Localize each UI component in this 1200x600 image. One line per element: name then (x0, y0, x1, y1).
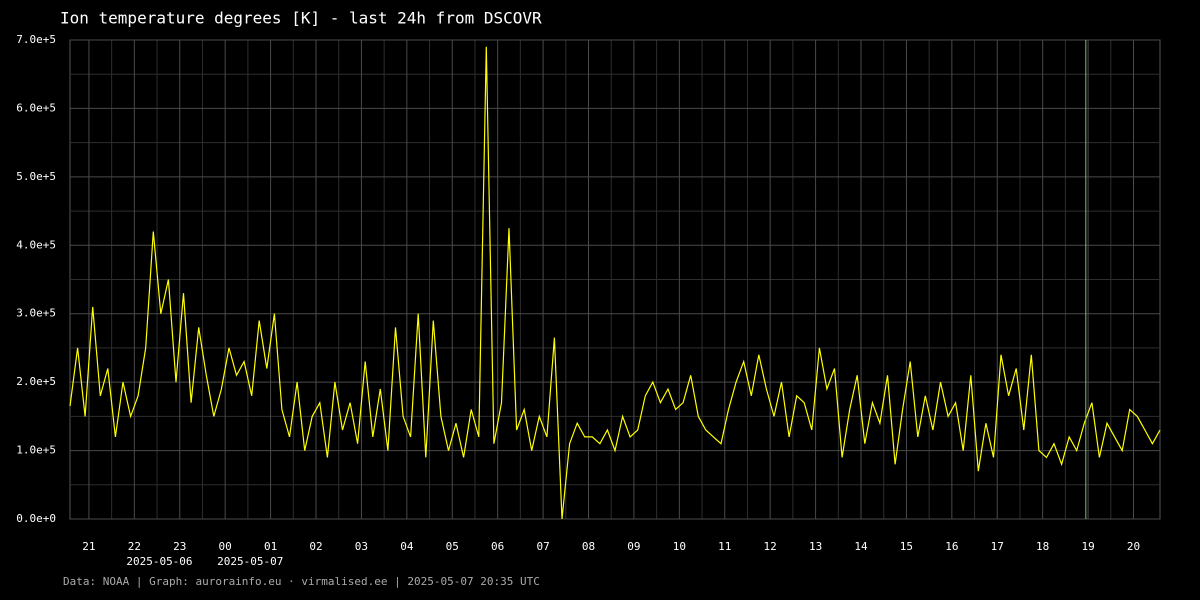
x-tick-label: 00 (219, 540, 232, 553)
y-tick-label: 0.0e+0 (16, 512, 56, 525)
x-tick-label: 10 (673, 540, 686, 553)
x-tick-label: 05 (446, 540, 459, 553)
x-tick-label: 03 (355, 540, 368, 553)
x-tick-label: 16 (945, 540, 958, 553)
x-tick-label: 22 (128, 540, 141, 553)
x-tick-label: 15 (900, 540, 913, 553)
x-tick-label: 06 (491, 540, 504, 553)
x-tick-label: 11 (718, 540, 731, 553)
data-line (69, 46, 1161, 520)
y-tick-label: 3.0e+5 (16, 307, 56, 320)
y-tick-label: 1.0e+5 (16, 444, 56, 457)
x-tick-label: 17 (991, 540, 1004, 553)
x-tick-label: 08 (582, 540, 595, 553)
chart-title: Ion temperature degrees [K] - last 24h f… (60, 9, 542, 28)
x-tick-label: 20 (1127, 540, 1140, 553)
x-date-label: 2025-05-06 (126, 555, 192, 568)
x-date-label: 2025-05-07 (217, 555, 283, 568)
x-tick-label: 13 (809, 540, 822, 553)
x-tick-label: 04 (400, 540, 414, 553)
y-tick-label: 7.0e+5 (16, 33, 56, 46)
y-tick-label: 2.0e+5 (16, 375, 56, 388)
x-tick-label: 18 (1036, 540, 1049, 553)
y-tick-label: 5.0e+5 (16, 170, 56, 183)
y-tick-label: 4.0e+5 (16, 238, 56, 251)
x-tick-label: 12 (764, 540, 777, 553)
x-tick-label: 23 (173, 540, 186, 553)
x-tick-label: 01 (264, 540, 277, 553)
x-tick-label: 09 (627, 540, 640, 553)
x-tick-label: 02 (309, 540, 322, 553)
x-tick-label: 07 (536, 540, 549, 553)
x-tick-label: 14 (854, 540, 868, 553)
footer: Data: NOAA | Graph: aurorainfo.eu · virm… (63, 575, 540, 588)
y-tick-label: 6.0e+5 (16, 101, 56, 114)
x-tick-label: 19 (1081, 540, 1094, 553)
x-tick-label: 21 (82, 540, 95, 553)
